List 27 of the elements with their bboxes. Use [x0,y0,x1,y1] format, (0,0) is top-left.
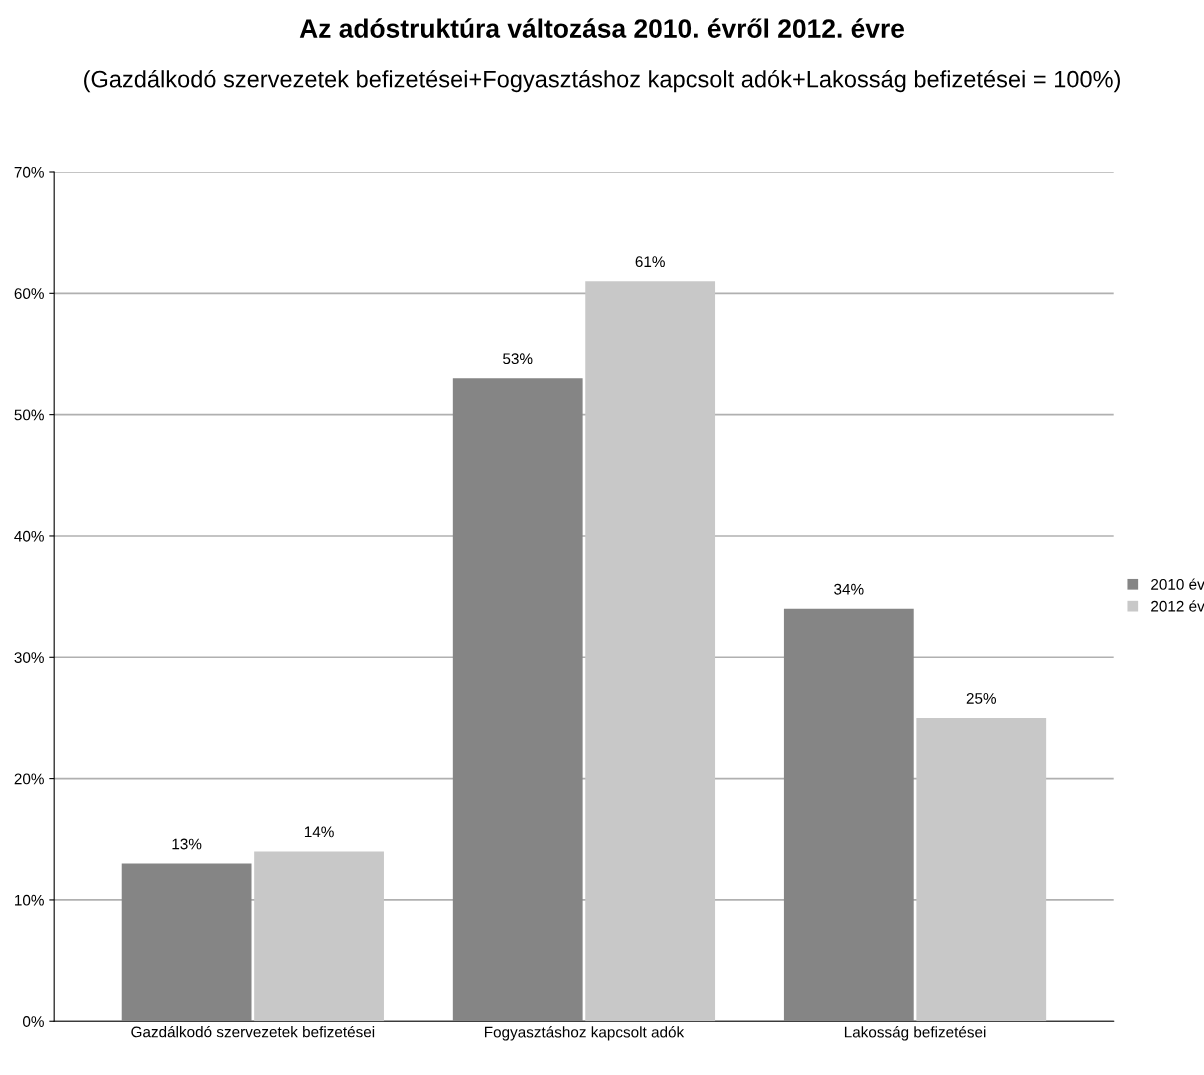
data-label: 14% [304,826,334,838]
bar [452,378,583,1022]
y-tick-label: 10% [15,894,44,906]
x-tick-label: Lakosság befizetései [844,1026,986,1041]
y-tick-label: 40% [14,530,44,542]
y-tick-label: 0% [22,1016,44,1027]
x-tick-label: Gazdálkodó szervezetek befizetései [131,1025,375,1038]
x-tick-label: Fogyasztáshoz kapcsolt adók [484,1026,685,1041]
data-label: 34% [834,583,864,595]
chart-subtitle: (Gazdálkodó szervezetek befizetései+Fogyasztáshoz kapcsolt adók+Lakosság befizetései = 100%) [84,69,1120,93]
y-tick-label: 60% [14,288,44,300]
chart-title: Az adóstruktúra változása 2010. évről 2012. évre [299,18,905,38]
data-label: 61% [635,256,665,268]
y-tick-label: 30% [14,652,44,663]
y-tick-label: 50% [14,409,44,421]
bar [783,608,914,1022]
y-tick-label: 20% [14,773,44,785]
bar [254,851,384,1022]
y-tick-label: 70% [14,166,44,178]
legend-label: 2010 év [1151,578,1204,590]
data-label: 25% [966,693,997,704]
bar [585,281,716,1022]
data-label: 13% [172,838,202,850]
bar [121,863,252,1022]
bar [916,717,1047,1022]
data-label: 53% [503,353,533,365]
legend-label: 2012 év [1151,600,1204,612]
